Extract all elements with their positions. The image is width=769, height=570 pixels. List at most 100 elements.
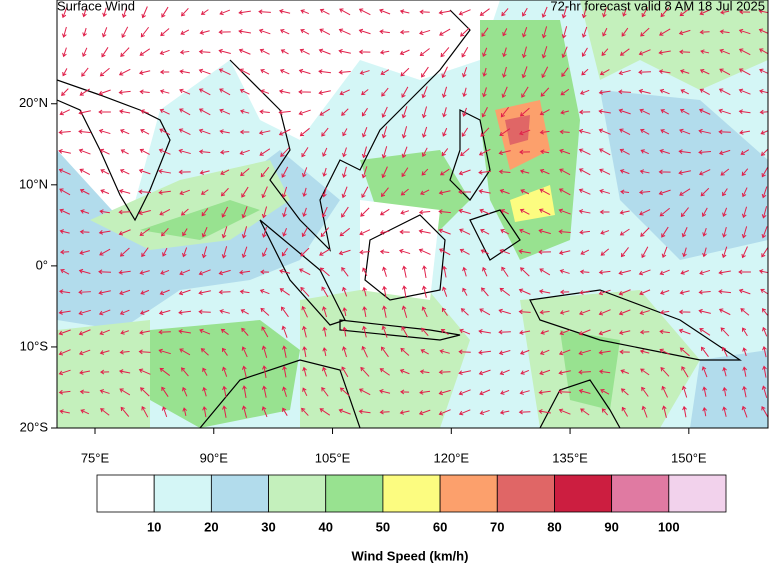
wind-arrow: [578, 329, 591, 336]
wind-arrow: [678, 29, 691, 36]
wind-arrow: [219, 108, 231, 115]
wind-arrow: [578, 209, 591, 214]
wind-arrow: [438, 389, 451, 396]
wind-arrow: [78, 110, 91, 116]
wind-arrow: [381, 146, 388, 159]
wind-arrow: [319, 8, 330, 15]
wind-arrow: [218, 289, 231, 295]
wind-arrow: [182, 247, 188, 258]
wind-arrow: [522, 7, 528, 17]
wind-arrow: [400, 188, 409, 196]
wind-arrow: [418, 248, 431, 255]
wind-arrow: [739, 130, 751, 135]
wind-arrow: [539, 168, 550, 175]
wind-arrow: [359, 70, 370, 75]
wind-arrow: [361, 146, 368, 159]
wind-arrow: [218, 29, 231, 35]
wind-arrow: [659, 269, 670, 276]
colorbar-label: 30: [261, 519, 275, 534]
wind-arrow: [221, 246, 228, 259]
wind-arrow: [302, 187, 307, 198]
wind-arrow: [241, 186, 249, 198]
wind-arrow: [659, 329, 670, 335]
wind-arrow: [438, 409, 451, 416]
wind-arrow: [499, 409, 510, 415]
wind-arrow: [519, 169, 530, 174]
wind-arrow: [319, 108, 330, 116]
wind-arrow: [119, 109, 131, 114]
wind-arrow: [241, 327, 249, 336]
wind-arrow: [420, 349, 429, 355]
wind-arrow: [482, 67, 487, 77]
wind-arrow: [620, 388, 629, 396]
wind-arrow: [720, 168, 730, 176]
colorbar-label: 20: [204, 519, 218, 534]
wind-arrow: [220, 187, 229, 197]
wind-arrow: [479, 389, 491, 396]
speed-region: [140, 200, 260, 240]
wind-arrow: [140, 387, 150, 397]
y-tick-label: 10°N: [19, 176, 48, 191]
wind-arrow: [618, 309, 631, 316]
wind-arrow: [659, 207, 670, 217]
wind-arrow: [658, 69, 671, 74]
wind-arrow: [121, 6, 128, 19]
wind-arrow: [618, 270, 631, 276]
wind-arrow: [458, 169, 471, 176]
wind-arrow: [641, 405, 648, 418]
wind-arrow: [682, 405, 687, 418]
wind-arrow: [681, 385, 688, 398]
wind-arrow: [321, 206, 328, 218]
wind-arrow: [341, 108, 349, 116]
wind-arrow: [321, 286, 329, 298]
wind-arrow: [201, 246, 208, 259]
wind-arrow: [280, 147, 290, 157]
wind-arrow: [78, 268, 91, 274]
wind-arrow: [762, 326, 768, 337]
wind-arrow: [178, 329, 191, 334]
wind-arrow: [321, 127, 329, 137]
wind-arrow: [598, 90, 611, 95]
wind-arrow: [400, 67, 410, 77]
wind-arrow: [381, 106, 388, 118]
wind-arrow: [399, 369, 410, 375]
wind-arrow: [401, 167, 409, 178]
map-subtitle: 72-hr forecast valid 8 AM 18 Jul 2025: [550, 0, 765, 13]
wind-arrow: [738, 288, 751, 295]
wind-arrow: [222, 385, 227, 398]
wind-arrow: [379, 249, 390, 255]
wind-arrow: [418, 209, 431, 215]
wind-arrow: [738, 269, 751, 275]
wind-arrow: [599, 69, 610, 76]
wind-arrow: [299, 127, 310, 137]
wind-arrow: [462, 287, 468, 296]
wind-arrow: [59, 208, 71, 215]
wind-arrow: [180, 29, 190, 35]
wind-arrow: [718, 88, 731, 96]
wind-arrow: [679, 188, 691, 196]
wind-arrow: [261, 406, 268, 418]
wind-arrow: [301, 325, 307, 338]
colorbar-label: 90: [604, 519, 618, 534]
wind-arrow: [478, 169, 491, 175]
wind-arrow: [80, 409, 90, 415]
wind-arrow: [399, 410, 410, 415]
wind-arrow: [462, 87, 467, 98]
wind-arrow: [239, 129, 250, 135]
wind-arrow: [558, 188, 571, 196]
wind-arrow: [640, 368, 650, 376]
colorbar-label: 40: [318, 519, 332, 534]
wind-arrow: [598, 289, 611, 296]
wind-arrow: [702, 406, 708, 417]
wind-arrow: [322, 187, 327, 198]
colorbar-box: [611, 474, 670, 513]
wind-arrow: [159, 49, 170, 56]
wind-arrow: [641, 7, 649, 18]
wind-arrow: [440, 47, 450, 58]
wind-arrow: [480, 249, 489, 255]
colorbar-box: [496, 474, 555, 513]
map-title: Surface Wind: [57, 0, 135, 13]
wind-arrow: [740, 149, 750, 155]
wind-arrow: [758, 28, 768, 34]
wind-arrow: [119, 349, 130, 355]
